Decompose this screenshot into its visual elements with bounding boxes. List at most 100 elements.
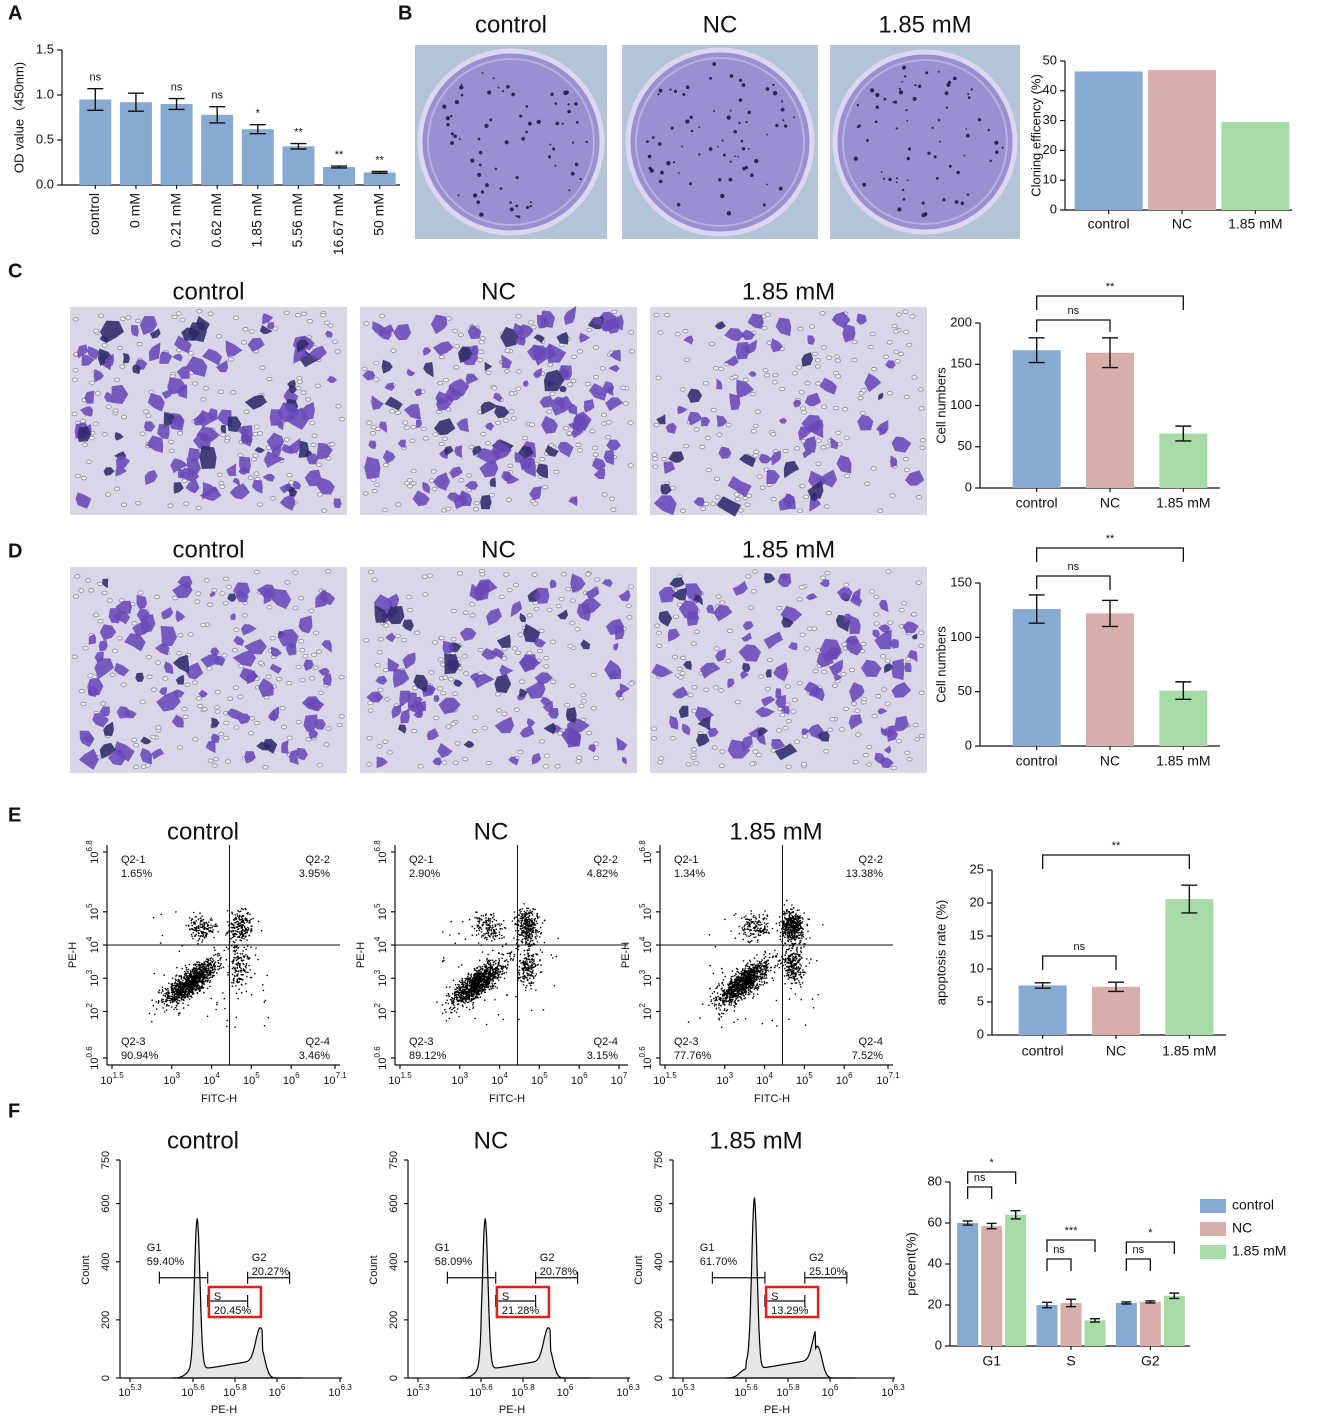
stained-cell	[226, 708, 243, 720]
pore	[703, 501, 710, 507]
event-dot	[461, 979, 463, 981]
event-dot	[470, 983, 472, 986]
event-dot	[224, 1007, 226, 1010]
event-dot	[246, 945, 249, 947]
pore	[802, 734, 809, 739]
event-dot	[481, 965, 484, 968]
event-dot	[158, 992, 160, 994]
colony	[497, 86, 500, 89]
stained-cell	[543, 369, 565, 392]
stained-cell	[593, 468, 606, 480]
stained-cell	[485, 422, 495, 431]
pore	[651, 726, 658, 731]
stained-cell	[874, 629, 892, 650]
stained-cell	[94, 651, 104, 663]
event-dot	[483, 987, 486, 990]
colony	[995, 150, 999, 154]
stained-cell	[861, 659, 882, 677]
event-dot	[237, 909, 239, 912]
pore	[232, 685, 239, 690]
event-dot	[168, 995, 170, 997]
event-dot	[189, 971, 192, 973]
event-dot	[217, 962, 220, 965]
stained-cell	[277, 420, 284, 431]
colony	[729, 109, 732, 112]
colony	[457, 194, 460, 197]
event-dot	[195, 988, 197, 990]
stained-cell	[529, 486, 542, 501]
event-dot	[474, 980, 477, 982]
pore	[815, 461, 822, 466]
pore	[461, 654, 468, 659]
pore	[288, 480, 295, 485]
event-dot	[236, 967, 239, 969]
stained-cell	[308, 728, 319, 739]
event-dot	[492, 961, 495, 964]
pore	[187, 351, 194, 356]
stained-cell	[233, 635, 245, 646]
pore	[431, 640, 438, 645]
event-dot	[197, 982, 199, 984]
stained-cell	[94, 658, 114, 680]
stained-cell	[613, 642, 619, 651]
pore	[693, 760, 700, 766]
stained-cell	[777, 573, 792, 587]
event-dot	[206, 958, 208, 960]
pore	[230, 390, 237, 395]
pore	[231, 647, 238, 653]
pore	[513, 707, 520, 712]
significance-bracket	[1046, 1258, 1072, 1271]
stained-cell	[476, 448, 502, 465]
event-dot	[482, 989, 485, 991]
event-dot	[246, 939, 248, 941]
event-dot	[506, 952, 509, 955]
stained-cell	[449, 466, 463, 479]
stained-cell	[732, 580, 748, 596]
event-dot	[160, 992, 163, 994]
stained-cell	[75, 492, 92, 509]
stained-cell	[368, 440, 377, 449]
pore	[386, 750, 393, 755]
stained-cell	[783, 460, 800, 479]
pore	[143, 409, 150, 414]
pore	[438, 354, 445, 360]
event-dot	[174, 1006, 177, 1009]
stained-cell	[235, 589, 249, 603]
event-dot	[456, 986, 458, 989]
pore	[368, 569, 375, 575]
stained-cell	[175, 674, 185, 685]
pore	[191, 680, 198, 685]
stained-cell	[550, 395, 574, 416]
event-dot	[237, 936, 239, 939]
pore	[826, 355, 833, 360]
event-dot	[208, 930, 211, 933]
pore	[430, 469, 437, 474]
stained-cell	[403, 404, 421, 420]
pore	[442, 377, 449, 383]
pore	[309, 676, 316, 681]
pore	[770, 497, 777, 502]
pore	[734, 699, 741, 705]
tick-exponent: 3	[85, 969, 94, 974]
pore	[232, 315, 239, 321]
pore	[752, 749, 759, 754]
pore	[565, 586, 572, 592]
stained-cell	[277, 629, 299, 648]
pore	[519, 679, 526, 684]
event-dot	[500, 967, 503, 969]
y-tick-label: 30	[1043, 112, 1057, 127]
event-dot	[209, 969, 212, 971]
pore	[131, 737, 138, 743]
event-dot	[509, 953, 512, 955]
pore	[320, 312, 327, 318]
tick-label: 102	[85, 1003, 101, 1020]
event-dot	[226, 921, 229, 923]
y-tick-label: 0	[935, 1337, 942, 1352]
colony	[898, 87, 902, 90]
significance-label: *	[990, 1157, 995, 1169]
stained-cell	[198, 689, 208, 698]
stained-cell	[213, 655, 226, 666]
pore	[504, 348, 511, 353]
event-dot	[492, 949, 494, 952]
event-dot	[195, 984, 197, 986]
